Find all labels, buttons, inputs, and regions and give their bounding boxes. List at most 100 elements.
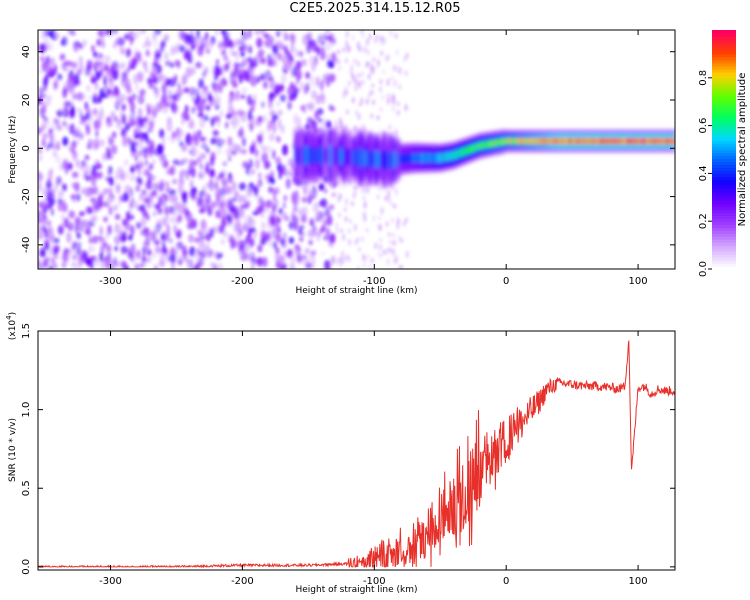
heatmap-cell <box>85 84 91 92</box>
heatmap-cell <box>199 43 205 50</box>
heatmap-cell <box>133 200 139 209</box>
heatmap-cell <box>630 138 633 145</box>
heatmap-cell <box>611 138 613 145</box>
heatmap-cell <box>524 138 526 145</box>
heatmap-cell <box>467 146 469 155</box>
heatmap-cell <box>157 73 165 83</box>
heatmap-cell <box>300 214 307 224</box>
heatmap-cell <box>135 184 141 193</box>
heatmap-cell <box>195 263 200 269</box>
heatmap-cell <box>404 103 408 112</box>
heatmap-cell <box>120 62 126 70</box>
heatmap-cell <box>394 128 398 137</box>
heatmap-cell <box>108 76 112 82</box>
heatmap-cell <box>464 147 467 156</box>
heatmap-cell <box>564 138 567 145</box>
heatmap-cell <box>205 31 209 41</box>
heatmap-cell <box>394 33 398 39</box>
heatmap-cell <box>181 146 188 153</box>
heatmap-cell <box>345 30 349 38</box>
heatmap-cell <box>379 107 383 112</box>
heatmap-cell <box>244 243 251 252</box>
heatmap-cell <box>111 69 119 81</box>
heatmap-cell <box>248 30 252 39</box>
heatmap-cell <box>370 113 374 119</box>
heatmap-cell <box>267 98 273 110</box>
heatmap-cell <box>41 121 46 132</box>
heatmap-cell <box>59 107 64 115</box>
heatmap-cell <box>170 193 177 205</box>
heatmap-cell <box>430 153 432 163</box>
heatmap-cell <box>427 153 430 163</box>
heatmap-cell <box>71 140 77 149</box>
heatmap-cell <box>163 34 170 42</box>
colorbar-tick-label: 0.6 <box>698 118 709 134</box>
heatmap-cell <box>236 109 244 117</box>
heatmap-cell <box>294 145 297 166</box>
heatmap-cell <box>208 168 216 178</box>
heatmap-cell <box>87 94 92 102</box>
heatmap-cell <box>141 205 145 211</box>
heatmap-cell <box>386 248 390 254</box>
colorbar-swatch <box>712 179 736 183</box>
heatmap-cell <box>595 138 597 145</box>
heatmap-cell <box>670 138 672 145</box>
heatmap-cell <box>59 53 66 61</box>
heatmap-cell <box>72 150 77 157</box>
heatmap-cell <box>152 211 157 217</box>
heatmap-cell <box>407 153 410 164</box>
heatmap-cell <box>44 202 48 210</box>
heatmap-cell <box>393 80 396 88</box>
heatmap-cell <box>397 153 399 166</box>
heatmap-cell <box>394 153 397 167</box>
heatmap-cell <box>148 139 155 151</box>
heatmap-cell <box>295 60 302 71</box>
heatmap-cell <box>141 30 146 35</box>
heatmap-cell <box>646 138 649 145</box>
heatmap-cell <box>471 144 473 153</box>
heatmap-cell <box>439 153 442 163</box>
colorbar-swatch <box>712 143 736 148</box>
heatmap-cell <box>396 110 399 117</box>
heatmap-cell <box>244 43 248 53</box>
heatmap-cell <box>277 163 282 171</box>
heatmap-cell <box>491 140 493 148</box>
heatmap-cell <box>171 131 176 139</box>
heatmap-cell <box>152 158 156 165</box>
heatmap-cell <box>284 49 291 57</box>
heatmap-cell <box>372 66 375 71</box>
heatmap-cell <box>655 138 658 145</box>
heatmap-cell <box>132 93 137 101</box>
heatmap-cell <box>48 42 54 51</box>
heatmap-cell <box>328 144 331 167</box>
y-axis-multiplier: (x104) <box>5 312 18 340</box>
heatmap-cell <box>438 153 440 163</box>
colorbar-swatch <box>712 86 736 91</box>
heatmap-cell <box>362 211 366 218</box>
heatmap-cell <box>257 256 263 268</box>
y-axis-label: SNR (10 * v/v) <box>8 418 18 482</box>
heatmap-cell <box>403 154 406 164</box>
heatmap-cell <box>142 168 150 177</box>
heatmap-cell <box>115 122 122 131</box>
heatmap-cell <box>190 44 196 51</box>
heatmap-cell <box>243 215 251 225</box>
heatmap-cell <box>143 116 148 123</box>
heatmap-cell <box>253 228 257 239</box>
heatmap-cell <box>288 221 294 230</box>
heatmap-cell <box>276 100 281 107</box>
heatmap-cell <box>199 117 206 129</box>
heatmap-cell <box>77 241 82 249</box>
heatmap-cell <box>593 138 596 145</box>
heatmap-cell <box>161 196 166 205</box>
heatmap-cell <box>386 78 390 87</box>
heatmap-cell <box>172 178 177 185</box>
colorbar-swatch <box>712 59 736 64</box>
heatmap-cell <box>85 113 91 121</box>
heatmap-cell <box>302 206 308 216</box>
x-tick-label: 0 <box>503 276 509 287</box>
heatmap-cell <box>256 133 263 144</box>
heatmap-cell <box>269 80 276 86</box>
heatmap-cell <box>377 59 380 68</box>
colorbar-swatch <box>712 230 736 234</box>
